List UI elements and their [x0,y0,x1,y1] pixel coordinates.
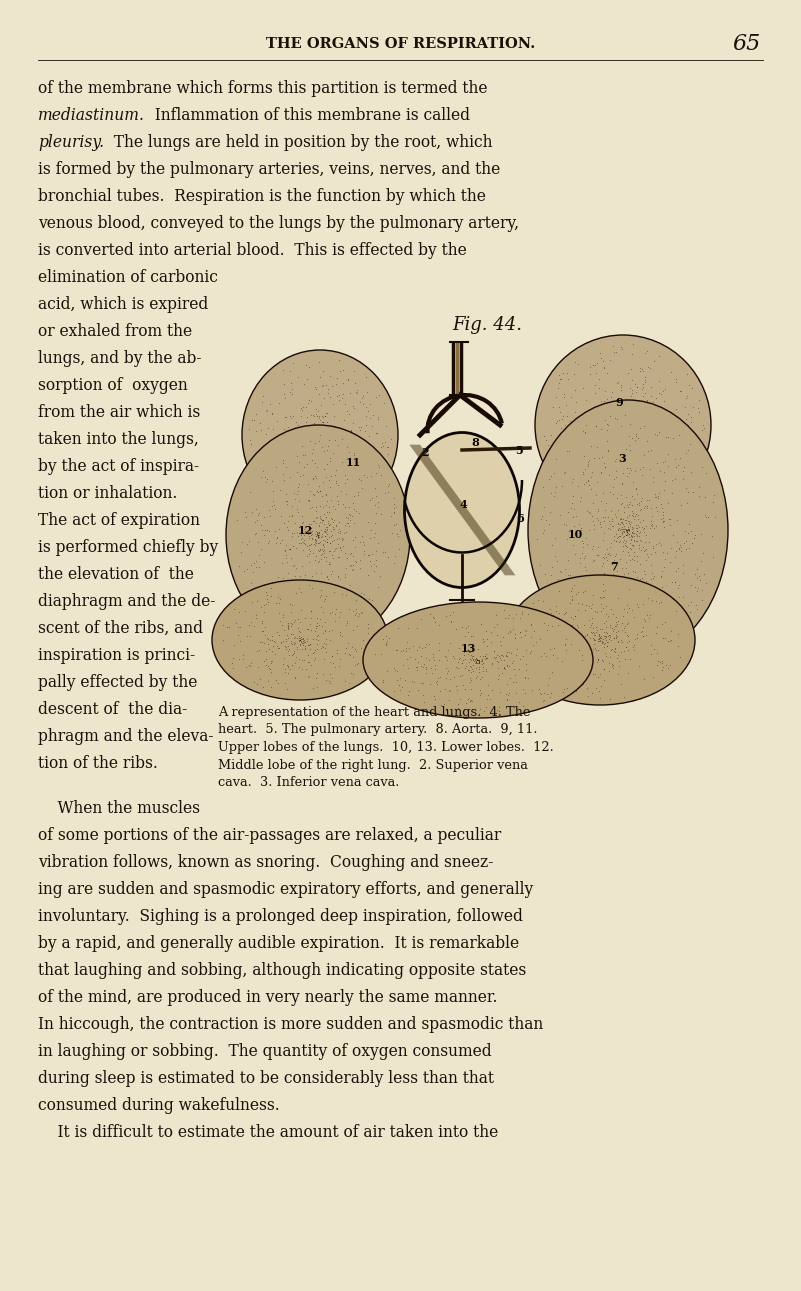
Text: The lungs are held in position by the root, which: The lungs are held in position by the ro… [104,134,493,151]
Ellipse shape [405,432,520,587]
Text: 6: 6 [516,513,524,523]
Text: Middle lobe of the right lung.  2. Superior vena: Middle lobe of the right lung. 2. Superi… [218,759,528,772]
Text: bronchial tubes.  Respiration is the function by which the: bronchial tubes. Respiration is the func… [38,188,486,205]
Text: is performed chiefly by: is performed chiefly by [38,540,218,556]
Text: phragm and the eleva-: phragm and the eleva- [38,728,214,745]
Text: of the membrane which forms this partition is termed the: of the membrane which forms this partiti… [38,80,488,97]
Ellipse shape [535,334,711,515]
Text: 11: 11 [345,457,360,469]
Text: 5: 5 [515,444,523,456]
Text: taken into the lungs,: taken into the lungs, [38,431,199,448]
Text: 3: 3 [618,453,626,463]
Text: 12: 12 [297,524,312,536]
Text: Upper lobes of the lungs.  10, 13. Lower lobes.  12.: Upper lobes of the lungs. 10, 13. Lower … [218,741,553,754]
Ellipse shape [363,602,593,718]
Text: is formed by the pulmonary arteries, veins, nerves, and the: is formed by the pulmonary arteries, vei… [38,161,501,178]
Ellipse shape [505,574,695,705]
Text: vibration follows, known as snoring.  Coughing and sneez-: vibration follows, known as snoring. Cou… [38,855,493,871]
Text: during sleep is estimated to be considerably less than that: during sleep is estimated to be consider… [38,1070,494,1087]
Text: 2: 2 [421,448,429,458]
Text: tion or inhalation.: tion or inhalation. [38,485,177,502]
Text: inspiration is princi-: inspiration is princi- [38,647,195,664]
Text: Inflammation of this membrane is called: Inflammation of this membrane is called [145,107,470,124]
Text: that laughing and sobbing, although indicating opposite states: that laughing and sobbing, although indi… [38,962,526,979]
Text: lungs, and by the ab-: lungs, and by the ab- [38,350,202,367]
Text: elimination of carbonic: elimination of carbonic [38,269,218,287]
Text: by a rapid, and generally audible expiration.  It is remarkable: by a rapid, and generally audible expira… [38,935,519,951]
Text: venous blood, conveyed to the lungs by the pulmonary artery,: venous blood, conveyed to the lungs by t… [38,216,519,232]
Text: 7: 7 [610,562,618,572]
Text: or exhaled from the: or exhaled from the [38,323,192,340]
Text: descent of  the dia-: descent of the dia- [38,701,187,718]
Text: diaphragm and the de-: diaphragm and the de- [38,593,215,611]
Text: 8: 8 [471,438,479,448]
Text: It is difficult to estimate the amount of air taken into the: It is difficult to estimate the amount o… [38,1124,498,1141]
Text: When the muscles: When the muscles [38,800,200,817]
Text: the elevation of  the: the elevation of the [38,565,194,584]
Text: pleurisy.: pleurisy. [38,134,104,151]
Text: of the mind, are produced in very nearly the same manner.: of the mind, are produced in very nearly… [38,989,497,1006]
Text: acid, which is expired: acid, which is expired [38,296,208,312]
Text: tion of the ribs.: tion of the ribs. [38,755,158,772]
Text: is converted into arterial blood.  This is effected by the: is converted into arterial blood. This i… [38,241,467,259]
Text: 13: 13 [461,643,476,653]
Text: consumed during wakefulness.: consumed during wakefulness. [38,1097,280,1114]
Ellipse shape [242,350,398,520]
Text: by the act of inspira-: by the act of inspira- [38,458,199,475]
Text: in laughing or sobbing.  The quantity of oxygen consumed: in laughing or sobbing. The quantity of … [38,1043,492,1060]
Ellipse shape [226,425,410,646]
Text: cava.  3. Inferior vena cava.: cava. 3. Inferior vena cava. [218,776,400,789]
Text: sorption of  oxygen: sorption of oxygen [38,377,187,394]
Text: of some portions of the air-passages are relaxed, a peculiar: of some portions of the air-passages are… [38,828,501,844]
Text: The act of expiration: The act of expiration [38,513,200,529]
Text: ing are sudden and spasmodic expiratory efforts, and generally: ing are sudden and spasmodic expiratory … [38,880,533,899]
Text: pally effected by the: pally effected by the [38,674,197,691]
Text: from the air which is: from the air which is [38,404,200,421]
Text: heart.  5. The pulmonary artery.  8. Aorta.  9, 11.: heart. 5. The pulmonary artery. 8. Aorta… [218,723,537,736]
Text: THE ORGANS OF RESPIRATION.: THE ORGANS OF RESPIRATION. [266,37,535,52]
Ellipse shape [212,580,388,700]
Text: 10: 10 [567,529,582,541]
Text: involuntary.  Sighing is a prolonged deep inspiration, followed: involuntary. Sighing is a prolonged deep… [38,908,523,924]
Text: A representation of the heart and lungs.  4. The: A representation of the heart and lungs.… [218,706,530,719]
Text: 9: 9 [615,398,623,408]
Text: scent of the ribs, and: scent of the ribs, and [38,620,203,636]
Text: mediastinum.: mediastinum. [38,107,145,124]
Ellipse shape [528,400,728,660]
Text: Fig. 44.: Fig. 44. [452,316,522,334]
Text: 65: 65 [733,34,761,56]
Text: 4: 4 [459,500,467,510]
Text: In hiccough, the contraction is more sudden and spasmodic than: In hiccough, the contraction is more sud… [38,1016,543,1033]
